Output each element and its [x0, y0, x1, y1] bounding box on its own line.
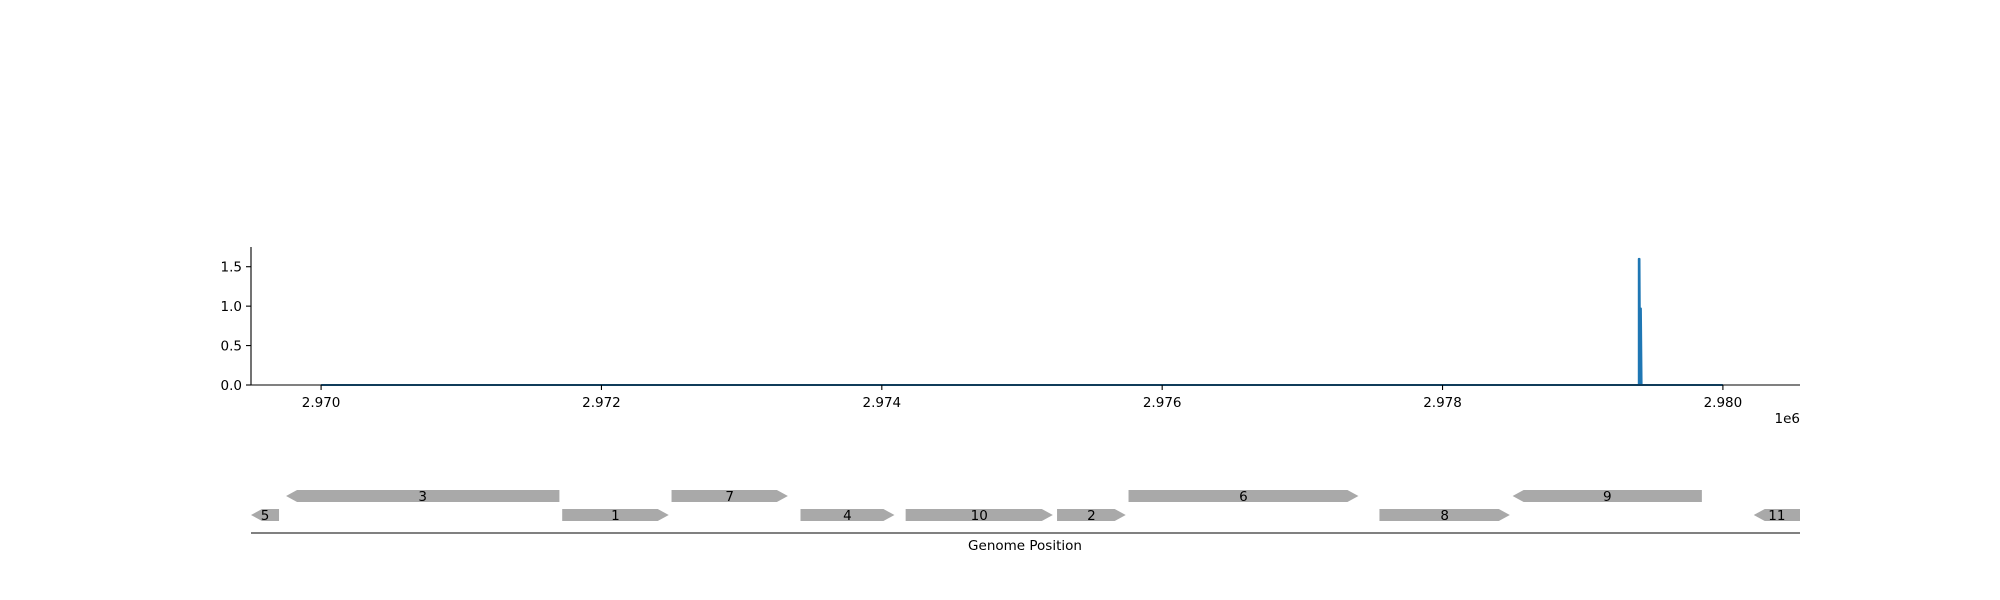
- gene-label: 8: [1440, 508, 1449, 524]
- gene-feature: 3: [286, 489, 560, 505]
- gene-label: 5: [261, 508, 270, 524]
- gene-label: 10: [971, 508, 988, 524]
- gene-label: 2: [1087, 508, 1096, 524]
- gene-arrow: [1128, 490, 1359, 502]
- gene-arrow: [1512, 490, 1702, 502]
- gene-label: 11: [1768, 508, 1785, 524]
- gene-arrow: [905, 509, 1053, 521]
- gene-feature: 7: [671, 489, 788, 505]
- y-axis-ticks: 0.0 0.5 1.0 1.5: [221, 260, 251, 394]
- gene-label: 4: [843, 508, 852, 524]
- x-offset-label: 1e6: [1775, 411, 1800, 427]
- gene-arrow: [1379, 509, 1510, 521]
- x-tick-label: 2.976: [1143, 395, 1182, 411]
- gene-track-xlabel: Genome Position: [968, 538, 1082, 554]
- gene-arrow: [671, 490, 788, 502]
- x-tick-label: 2.974: [862, 395, 901, 411]
- gene-feature: 4: [800, 508, 895, 524]
- gene-feature: 2: [1057, 508, 1126, 524]
- gene-arrow: [1753, 509, 1800, 521]
- gene-feature: 1: [562, 508, 669, 524]
- x-tick-label: 2.972: [582, 395, 621, 411]
- gene-feature: 9: [1512, 489, 1702, 505]
- coverage-series: [321, 257, 1723, 386]
- x-axis-ticks: 2.970 2.972 2.974 2.976 2.978 2.980: [302, 385, 1742, 411]
- gene-feature: 8: [1379, 508, 1510, 524]
- gene-arrow: [1057, 509, 1126, 521]
- gene-label: 3: [418, 489, 427, 505]
- gene-feature: 6: [1128, 489, 1359, 505]
- gene-feature: 10: [905, 508, 1053, 524]
- x-tick-label: 2.980: [1704, 395, 1743, 411]
- y-tick-label: 0.0: [221, 378, 242, 394]
- gene-track: 5 3 1 7 4 10 2 6 8 9 11 Genome Position: [251, 489, 1800, 554]
- gene-arrow: [286, 490, 560, 502]
- y-tick-label: 1.0: [221, 299, 242, 315]
- gene-features: 5 3 1 7 4 10 2 6 8 9 11: [251, 489, 1800, 524]
- gene-label: 9: [1603, 489, 1612, 505]
- coverage-line-0: [321, 257, 1723, 386]
- gene-label: 7: [725, 489, 734, 505]
- gene-label: 6: [1239, 489, 1248, 505]
- x-tick-label: 2.978: [1423, 395, 1462, 411]
- gene-label: 1: [611, 508, 620, 524]
- coverage-plot: 2.970 2.972 2.974 2.976 2.978 2.980 0.0 0.5 1.0…: [221, 247, 1800, 427]
- gene-arrow: [562, 509, 669, 521]
- y-tick-label: 0.5: [221, 339, 242, 355]
- gene-arrow: [251, 509, 280, 521]
- gene-feature: 11: [1753, 508, 1800, 524]
- gene-feature: 5: [251, 508, 280, 524]
- y-tick-label: 1.5: [221, 260, 242, 276]
- gene-arrow: [800, 509, 895, 521]
- x-tick-label: 2.970: [302, 395, 341, 411]
